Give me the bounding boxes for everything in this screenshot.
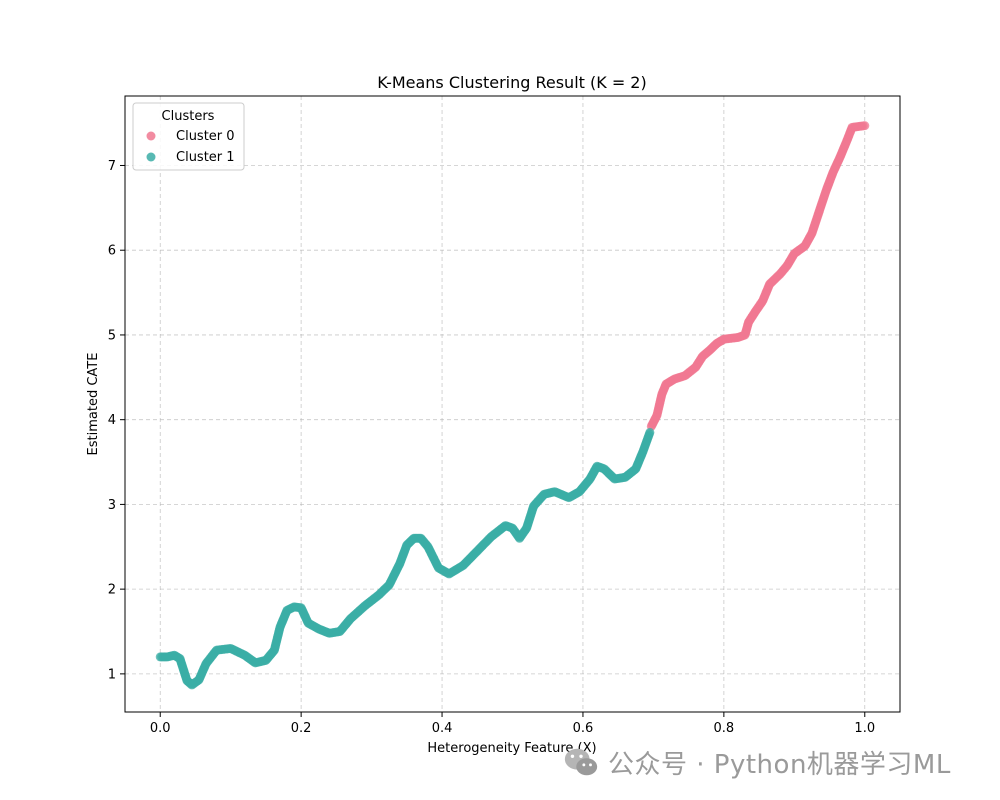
legend: Clusters Cluster 0 Cluster 1 — [132, 102, 245, 171]
x-tick-label: 0.2 — [291, 721, 312, 736]
watermark-text: 公众号 · Python机器学习ML — [608, 749, 951, 780]
grid-lines — [125, 96, 900, 712]
y-tick-label: 5 — [108, 328, 116, 343]
legend-label-cluster-1: Cluster 1 — [176, 150, 235, 165]
point-cluster-1 — [645, 427, 655, 437]
x-tick-label: 1.0 — [854, 721, 875, 736]
legend-box — [132, 102, 245, 171]
y-tick-label: 6 — [108, 244, 116, 259]
wechat-icon — [564, 748, 598, 776]
watermark: 公众号 · Python机器学习ML — [562, 742, 951, 782]
y-tick-label: 1 — [108, 667, 116, 682]
y-axis-label: Estimated CATE — [86, 353, 101, 456]
x-tick-label: 0.6 — [573, 721, 594, 736]
legend-label-cluster-0: Cluster 0 — [176, 129, 235, 144]
point-cluster-0 — [860, 121, 870, 131]
legend-marker-cluster-1 — [146, 152, 156, 162]
y-tick-label: 2 — [108, 583, 116, 598]
legend-title: Clusters — [162, 109, 215, 124]
data-points — [155, 121, 870, 690]
x-tick-label: 0.4 — [432, 721, 453, 736]
axis-ticks: 0.0 0.2 0.4 0.6 0.8 1.0 1 2 3 4 5 6 7 — [108, 159, 875, 736]
x-tick-label: 0.8 — [714, 721, 735, 736]
y-tick-label: 7 — [108, 159, 116, 174]
legend-marker-cluster-0 — [146, 131, 156, 141]
plot-frame — [124, 95, 901, 713]
x-axis-label: Heterogeneity Feature (X) — [427, 741, 596, 756]
x-tick-label: 0.0 — [150, 721, 171, 736]
y-tick-label: 4 — [108, 413, 116, 428]
chart-title: K-Means Clustering Result (K = 2) — [377, 73, 646, 92]
y-tick-label: 3 — [108, 498, 116, 513]
